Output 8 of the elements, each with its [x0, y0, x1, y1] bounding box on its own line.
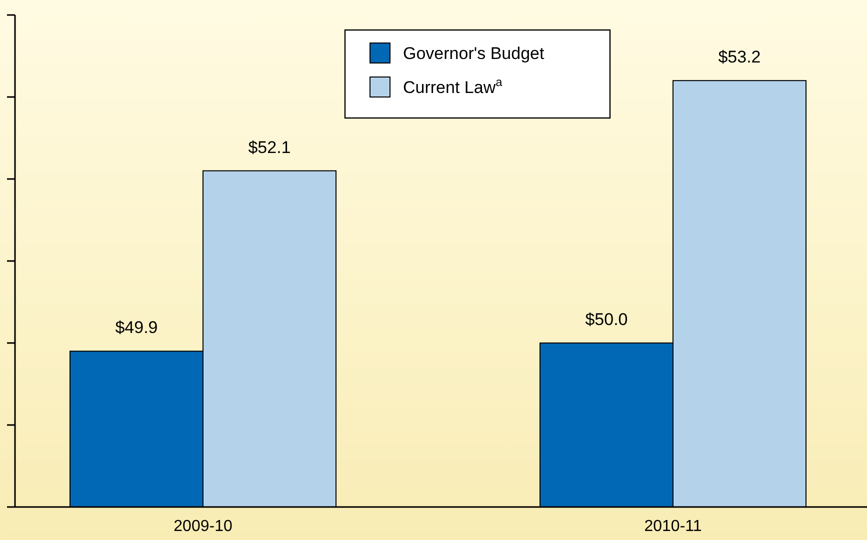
data-label: $49.9 [115, 318, 158, 338]
x-tick-label: 2009-10 [174, 518, 232, 535]
data-label: $52.1 [248, 138, 291, 157]
data-label: $50.0 [585, 310, 628, 329]
x-tick-label: 2010-11 [644, 518, 702, 535]
data-label: $53.2 [718, 48, 761, 67]
legend-label: Governor's Budget [403, 44, 544, 63]
legend-label: Current Law$^{a}$ [403, 75, 503, 97]
